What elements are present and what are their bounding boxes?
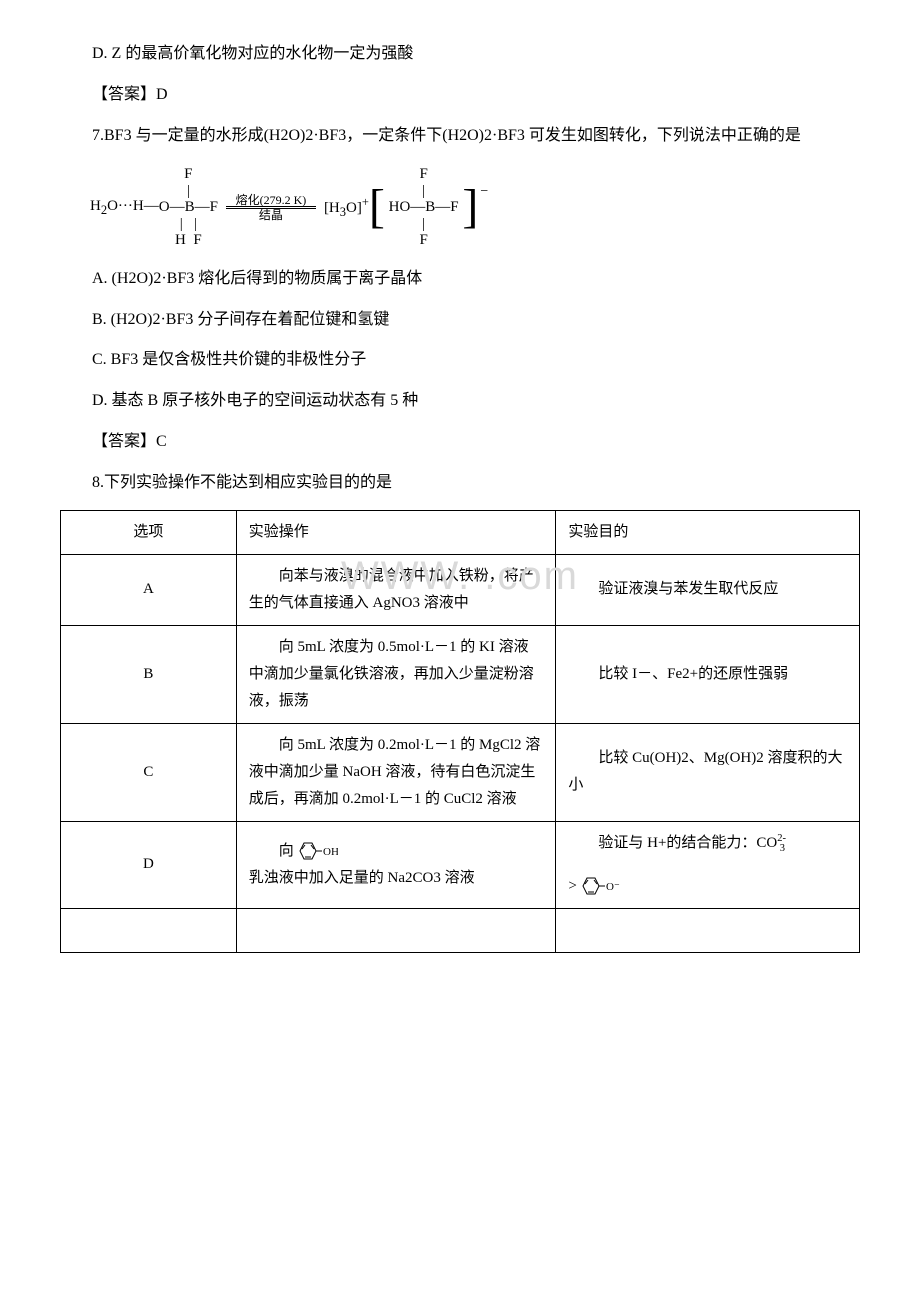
cell-option: B bbox=[61, 625, 237, 723]
cell-goal: 验证与 H+的结合能力：CO2-3 > O⁻ bbox=[556, 821, 860, 908]
phenol-icon: OH bbox=[294, 838, 338, 864]
carbonate-ion: CO2-3 bbox=[756, 835, 785, 851]
phenoxide-label: O⁻ bbox=[606, 881, 620, 893]
q7-option-d: D. 基态 B 原子核外电子的空间运动状态有 5 种 bbox=[60, 387, 860, 416]
q7-answer: 【答案】C bbox=[60, 428, 860, 457]
table-row: A 向苯与液溴的混合液中加入铁粉，将产生的气体直接通入 AgNO3 溶液中 验证… bbox=[61, 554, 860, 625]
cell-operation: 向 OH 乳浊液中加入足量 bbox=[236, 821, 556, 908]
q7-option-a: A. (H2O)2·BF3 熔化后得到的物质属于离子晶体 bbox=[60, 265, 860, 294]
arrow-top-label: 熔化(279.2 K) bbox=[236, 194, 307, 206]
header-operation: 实验操作 bbox=[236, 510, 556, 554]
goal-prefix: 验证与 H+的结合能力： bbox=[598, 835, 756, 851]
q8-stem: 8.下列实验操作不能达到相应实验目的的是 bbox=[60, 469, 860, 498]
cell-option: A bbox=[61, 554, 237, 625]
cell-operation: 向苯与液溴的混合液中加入铁粉，将产生的气体直接通入 AgNO3 溶液中 bbox=[236, 554, 556, 625]
experiment-table: 选项 实验操作 实验目的 A 向苯与液溴的混合液中加入铁粉，将产生的气体直接通入… bbox=[60, 510, 860, 953]
phenol-oh-label: OH bbox=[323, 846, 338, 858]
cell-goal: 比较 Cu(OH)2、Mg(OH)2 溶度积的大小 bbox=[556, 723, 860, 821]
table-row: D 向 OH bbox=[61, 821, 860, 908]
phenoxide-icon: O⁻ bbox=[577, 873, 621, 899]
header-option: 选项 bbox=[61, 510, 237, 554]
cell-operation: 向 5mL 浓度为 0.5mol·L－1 的 KI 溶液中滴加少量氯化铁溶液，再… bbox=[236, 625, 556, 723]
cell-goal: 验证液溴与苯发生取代反应 bbox=[556, 554, 860, 625]
cell-option: C bbox=[61, 723, 237, 821]
q6-option-d: D. Z 的最高价氧化物对应的水化物一定为强酸 bbox=[60, 40, 860, 69]
q7-reaction-diagram: H2O···H— F | O—B—F | | H F 熔化(279.2 K) 结… bbox=[90, 166, 860, 249]
cell-option: D bbox=[61, 821, 237, 908]
q7-stem: 7.BF3 与一定量的水形成(H2O)2·BF3，一定条件下(H2O)2·BF3… bbox=[60, 122, 860, 151]
table-row: B 向 5mL 浓度为 0.5mol·L－1 的 KI 溶液中滴加少量氯化铁溶液… bbox=[61, 625, 860, 723]
q7-option-b: B. (H2O)2·BF3 分子间存在着配位键和氢键 bbox=[60, 306, 860, 335]
table-row: C 向 5mL 浓度为 0.2mol·L－1 的 MgCl2 溶液中滴加少量 N… bbox=[61, 723, 860, 821]
header-goal: 实验目的 bbox=[556, 510, 860, 554]
arrow-bottom-label: 结晶 bbox=[259, 209, 283, 221]
table-row-empty bbox=[61, 908, 860, 952]
op-prefix: 向 bbox=[279, 843, 294, 859]
cell-operation: 向 5mL 浓度为 0.2mol·L－1 的 MgCl2 溶液中滴加少量 NaO… bbox=[236, 723, 556, 821]
q7-option-c: C. BF3 是仅含极性共价键的非极性分子 bbox=[60, 346, 860, 375]
q6-answer: 【答案】D bbox=[60, 81, 860, 110]
gt-symbol: > bbox=[568, 878, 576, 894]
equilibrium-arrow bbox=[226, 206, 316, 209]
table-header-row: 选项 实验操作 实验目的 bbox=[61, 510, 860, 554]
op-suffix: 乳浊液中加入足量的 Na2CO3 溶液 bbox=[249, 865, 544, 892]
empty-cell bbox=[61, 908, 237, 952]
empty-cell bbox=[236, 908, 556, 952]
empty-cell bbox=[556, 908, 860, 952]
cell-goal: 比较 I－、Fe2+的还原性强弱 bbox=[556, 625, 860, 723]
